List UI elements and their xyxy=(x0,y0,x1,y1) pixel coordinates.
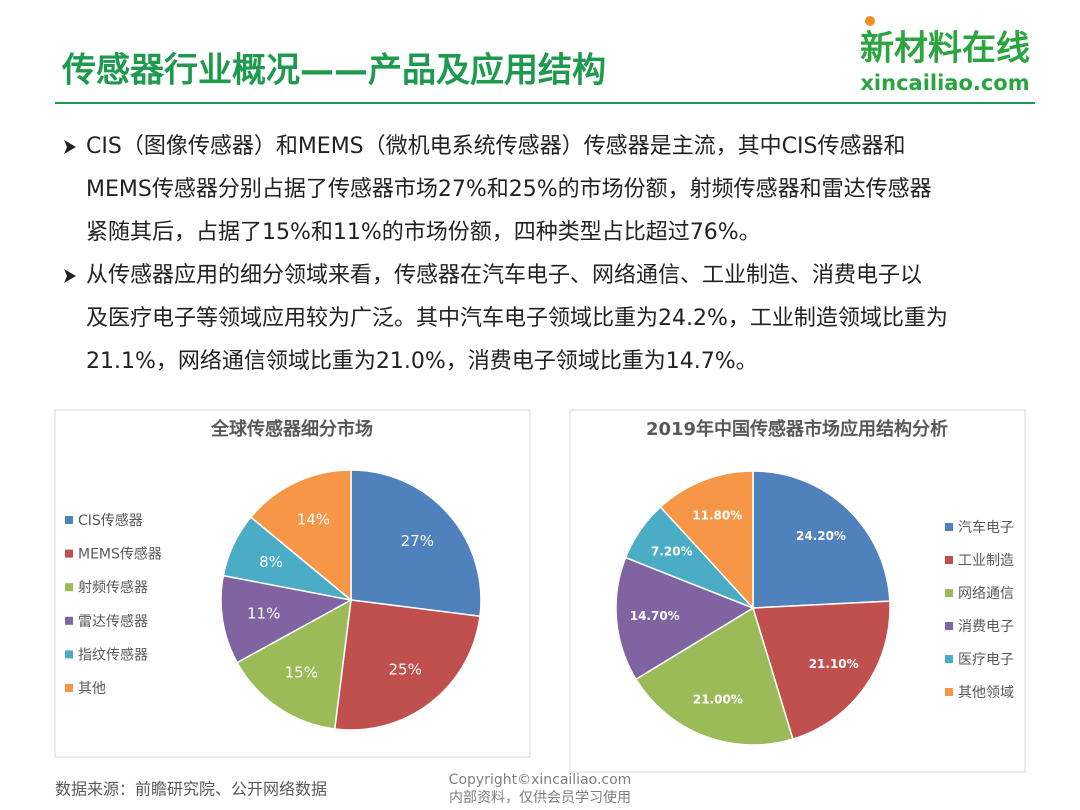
data-label: 15% xyxy=(285,664,318,682)
bullet-line: 从传感器应用的细分领域来看，传感器在汽车电子、网络通信、工业制造、消费电子以 xyxy=(86,263,922,288)
pie-slice xyxy=(659,470,754,610)
legend-label: 工业制造 xyxy=(958,553,1014,569)
logo-url: xincailiao.com xyxy=(860,71,1029,95)
bullet-marker xyxy=(64,269,76,283)
pie-slice xyxy=(249,469,352,602)
data-label: 14% xyxy=(297,511,330,529)
legend-label: 汽车电子 xyxy=(958,519,1014,536)
data-label: 11.80% xyxy=(692,509,742,523)
legend-swatch xyxy=(65,549,73,558)
legend-swatch xyxy=(65,516,73,524)
legend-label: CIS传感器 xyxy=(78,512,143,529)
pie-slice xyxy=(615,556,755,681)
legend-swatch xyxy=(65,650,73,659)
legend-swatch xyxy=(945,589,953,597)
legend-label: 其他领域 xyxy=(958,685,1014,701)
data-label: 7.20% xyxy=(651,545,693,559)
legend-label: 其他 xyxy=(78,681,106,697)
data-label: 25% xyxy=(389,660,422,678)
bullet-line: 紧随其后，占据了15%和11%的市场份额，四种类型占比超过76%。 xyxy=(86,220,761,245)
legend-label: 医疗电子 xyxy=(958,652,1014,668)
legend-swatch xyxy=(65,616,73,625)
pie-slice xyxy=(634,606,794,746)
chart-frame xyxy=(569,409,1026,773)
pie-slice xyxy=(220,574,354,664)
legend-swatch xyxy=(945,688,953,696)
legend-swatch xyxy=(945,655,953,663)
source: 数据来源：前瞻研究院、公开网络数据 xyxy=(55,780,327,799)
note: 内部资料，仅供会员学习使用 xyxy=(449,789,631,806)
pie-slice xyxy=(236,598,352,730)
bullets: CIS（图像传感器）和MEMS（微机电系统传感器）传感器是主流，其中CIS传感器… xyxy=(64,134,948,374)
legend-label: 指纹传感器 xyxy=(78,646,148,663)
pie-slice xyxy=(333,599,481,731)
legend-label: MEMS传感器 xyxy=(78,546,162,563)
copyright: Copyright©xincailiao.com xyxy=(449,772,632,788)
legend-swatch xyxy=(65,583,73,592)
legend-swatch xyxy=(945,556,953,564)
bullet-marker xyxy=(64,140,76,154)
data-label: 24.20% xyxy=(796,529,846,543)
pie-slice xyxy=(350,469,482,618)
slide-title: 传感器行业概况——产品及应用结构 xyxy=(61,51,606,91)
chart-frame xyxy=(54,409,531,758)
logo-dot xyxy=(865,16,875,26)
logo: 新材料在线 xyxy=(860,29,1030,69)
legend-swatch xyxy=(945,622,953,630)
bullet-line: 21.1%，网络通信领域比重为21.0%，消费电子领域比重为14.7%。 xyxy=(86,349,758,374)
bullet-line: 及医疗电子等领域应用较为广泛。其中汽车电子领域比重为24.2%，工业制造领域比重… xyxy=(86,306,948,331)
data-label: 14.70% xyxy=(630,609,680,623)
chart-title: 全球传感器细分市场 xyxy=(210,418,373,440)
data-label: 21.10% xyxy=(809,657,859,671)
data-label: 11% xyxy=(247,604,280,622)
legend-label: 雷达传感器 xyxy=(78,613,148,630)
data-label: 8% xyxy=(259,553,283,571)
data-label: 27% xyxy=(401,532,434,550)
legend-swatch xyxy=(945,523,953,531)
bullet-line: MEMS传感器分别占据了传感器市场27%和25%的市场份额，射频传感器和雷达传感… xyxy=(86,177,932,202)
pie-slice xyxy=(752,600,891,741)
legend-label: 消费电子 xyxy=(958,619,1014,635)
data-label: 21.00% xyxy=(693,693,743,707)
charts: 全球传感器细分市场 27% CIS传感器 25% MEMS传感器 15% 射频传感器 11% 雷… xyxy=(65,418,1014,746)
pie-slice xyxy=(752,470,891,609)
legend-swatch xyxy=(65,684,73,692)
legend-label: 网络通信 xyxy=(958,586,1014,602)
bullet-line: CIS（图像传感器）和MEMS（微机电系统传感器）传感器是主流，其中CIS传感器… xyxy=(86,134,905,159)
legend-label: 射频传感器 xyxy=(78,579,148,596)
chart-title: 2019年中国传感器市场应用结构分析 xyxy=(646,418,948,440)
